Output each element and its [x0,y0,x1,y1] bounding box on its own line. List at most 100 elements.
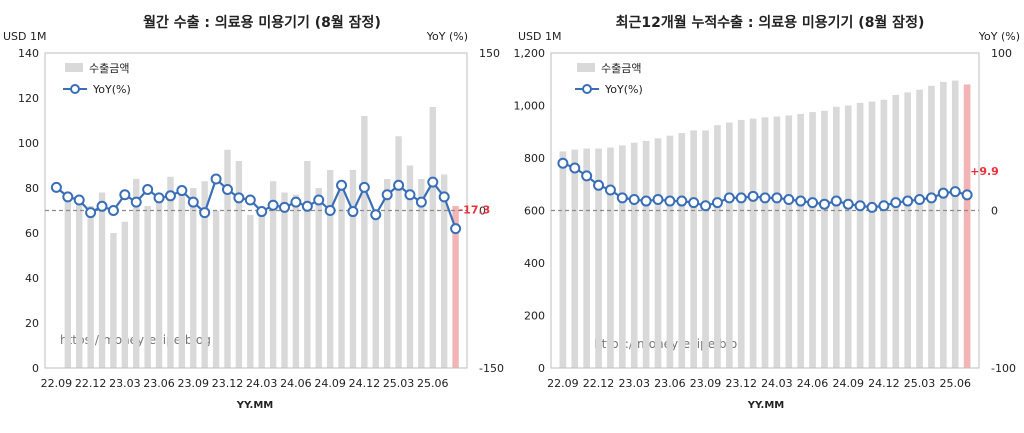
bar [761,117,769,368]
last-value-label: -17.3 [459,204,491,217]
bar [235,161,243,368]
bar [429,107,436,368]
y-tick-label: 200 [524,310,545,323]
yoy-point [415,196,427,208]
bar [654,138,662,368]
yoy-point [937,187,949,199]
bar [666,135,674,368]
x-tick-label: 23.12 [212,377,244,390]
legend-bar-swatch [577,63,595,72]
yoy-point [279,201,291,213]
x-axis-label: YY.MM [236,400,274,411]
yoy-point [842,198,854,210]
bar [269,181,277,368]
yoy-point [949,186,961,198]
x-tick-label: 25.06 [417,377,449,390]
yoy-point [925,192,937,204]
yoy-point [85,207,97,219]
bar [406,165,414,368]
y2-tick-label: -100 [991,362,1016,375]
bar [904,92,911,368]
y-tick-label: 400 [524,257,545,270]
yoy-point [652,193,664,205]
yoy-point [130,196,142,208]
yoy-point [747,190,759,202]
y2-tick-label: -150 [479,362,504,375]
x-tick-label: 25.03 [383,377,415,390]
y-tick-label: 600 [524,205,545,218]
yoy-point [347,206,359,218]
legend-bar-swatch [65,63,83,72]
chart-left: 월간 수출 : 의료용 미용기기 (8월 잠정) USD 1M YoY (%) … [3,14,504,411]
bar [951,80,959,368]
x-tick-label: 23.03 [618,377,650,390]
bar [571,149,579,368]
bar [749,118,757,368]
yoy-point [324,205,336,216]
chart-title: 월간 수출 : 의료용 미용기기 (8월 잠정) [143,14,381,31]
yoy-point [290,196,302,208]
y-tick-label: 1,200 [514,47,546,60]
yoy-point [62,191,74,203]
yoy-point [427,176,439,188]
yoy-point [393,179,405,191]
y-tick-label: 80 [25,182,39,195]
bar [928,85,935,368]
bar [76,199,83,368]
yoy-point [221,184,233,195]
last-value-label: +9.9 [970,165,999,178]
y-tick-label: 100 [18,137,39,150]
y-tick-label: 800 [524,152,545,165]
bar [361,116,368,368]
bar [690,130,697,368]
bar [212,210,220,368]
yoy-point [370,209,382,221]
x-axis-label: YY.MM [747,400,785,411]
yoy-point [199,207,211,219]
bar [642,140,650,368]
yoy-point [604,184,616,196]
yoy-point [676,195,688,207]
yoy-point [187,196,199,208]
yoy-point [723,192,735,204]
bar [726,122,733,368]
x-tick-label: 23.09 [690,377,722,390]
bar [110,233,117,368]
y-tick-label: 60 [25,227,39,240]
y2-tick-label: 100 [991,47,1012,60]
bar [678,133,686,368]
yoy-point [210,173,222,185]
yoy-point [664,195,676,207]
yoy-point [640,195,652,207]
yoy-point [358,181,370,193]
yoy-point [142,184,154,195]
bar [916,89,923,368]
plot-area: 0 200 400 600 800 1,000 1,200 -100 0 100 22.09 22.1… [514,47,1016,390]
bar [281,192,288,368]
yoy-point [735,192,747,204]
y-tick-label: 20 [25,317,39,330]
bar [773,116,781,369]
x-tick-label: 24.06 [797,377,829,390]
chart-right: 최근12개월 누적수출 : 의료용 미용기기 (8월 잠정) USD 1M Yo… [514,14,1021,411]
bar [856,102,864,368]
x-tick-label: 24.12 [349,377,381,390]
bar [98,192,106,368]
x-tick-label: 24.03 [246,377,278,390]
legend-line-marker [70,84,80,94]
y-tick-label: 0 [32,362,39,375]
yoy-point [313,194,325,206]
yoy-point [404,189,416,201]
bar [224,149,231,368]
bar [155,199,163,368]
yoy-point [700,200,712,212]
bar [133,179,140,368]
right-axis-unit: YoY (%) [978,30,1020,43]
bar [797,113,804,369]
yoy-point [902,195,914,207]
yoy-point [866,201,878,213]
y-tick-label: 40 [25,272,39,285]
yoy-point [153,192,165,204]
yoy-point [830,195,842,207]
